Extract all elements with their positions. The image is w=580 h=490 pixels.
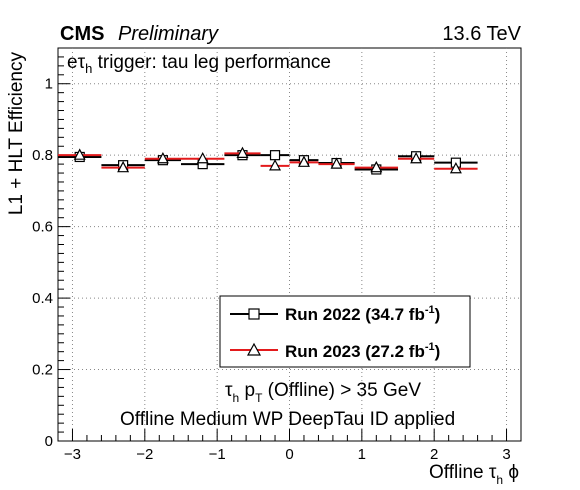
x-tick-label: 2 [430,446,438,463]
cut-annotation-2: Offline Medium WP DeepTau ID applied [120,409,455,430]
x-tick-label: −2 [136,446,153,463]
y-tick-label: 0.4 [32,290,53,307]
x-tick-label: −1 [209,446,226,463]
data-series [58,146,478,175]
cut1-p-sub: T [255,391,263,405]
x-tick-label: 1 [358,446,366,463]
y-tick-label: 0.2 [32,362,53,379]
legend-marker-2022 [248,308,260,320]
cut1-tau: τ [225,380,233,401]
y-tick-label: 0 [45,433,53,450]
chart-title-sub: h [85,61,92,76]
series-1-point [156,151,169,164]
series-1-point [196,151,209,164]
series-1-point [330,157,343,169]
series-1-point [73,148,86,160]
cut1-p: p [239,380,255,401]
legend-label-2022: Run 2022 (34.7 fb-1) [285,304,440,324]
legend-2022-main: Run 2022 (34.7 fb [285,305,425,324]
grid-lines [58,48,521,441]
chart-title-part2: trigger: tau leg performance [92,52,331,73]
x-axis-title: Offline τh ϕ [429,462,519,487]
legend-2022-close: ) [435,305,441,324]
legend-2023-close: ) [435,342,441,361]
axes: −3 −2 −1 0 1 2 3 0 0.2 0.4 0.6 0.8 1 [32,47,522,463]
cut-annotation-1: τh pT (Offline) > 35 GeV [225,380,421,405]
xtitle-main: Offline τ [429,462,497,483]
y-tick-label: 1 [45,76,53,93]
series-1-point [236,146,249,158]
series-1-point [449,161,462,174]
energy-label: 13.6 TeV [442,23,521,45]
series-1-point [410,151,423,164]
legend: Run 2022 (34.7 fb-1) Run 2023 (27.2 fb-1… [219,295,471,368]
y-tick-label: 0.8 [32,147,53,164]
series-1-point [370,160,383,173]
x-tick-label: −3 [64,446,81,463]
legend-2023-main: Run 2023 (27.2 fb [285,342,425,361]
legend-box [219,295,471,368]
experiment-label: CMS [60,23,104,45]
x-tick-label: 0 [285,446,293,463]
legend-label-2023: Run 2023 (27.2 fb-1) [285,341,440,361]
series-0-point [269,150,281,161]
x-tick-label: 3 [502,446,510,463]
series-1-point [297,155,310,167]
chart-title-part1: eτ [67,52,86,73]
series-1-point [117,160,130,173]
y-tick-label: 0.6 [32,219,53,236]
legend-2022-sup: -1 [425,304,435,316]
xtitle-sub: h [496,473,503,487]
cut1-rest: (Offline) > 35 GeV [262,380,421,401]
cut1-tau-sub: h [233,391,240,405]
series-1-point [269,159,282,171]
legend-marker-2023 [246,342,262,356]
legend-2023-sup: -1 [425,341,435,353]
xtitle-phi: ϕ [503,462,519,483]
y-axis-title: L1 + HLT Efficiency [6,52,27,216]
status-label: Preliminary [118,23,219,45]
chart-title: eτh trigger: tau leg performance [67,52,331,76]
